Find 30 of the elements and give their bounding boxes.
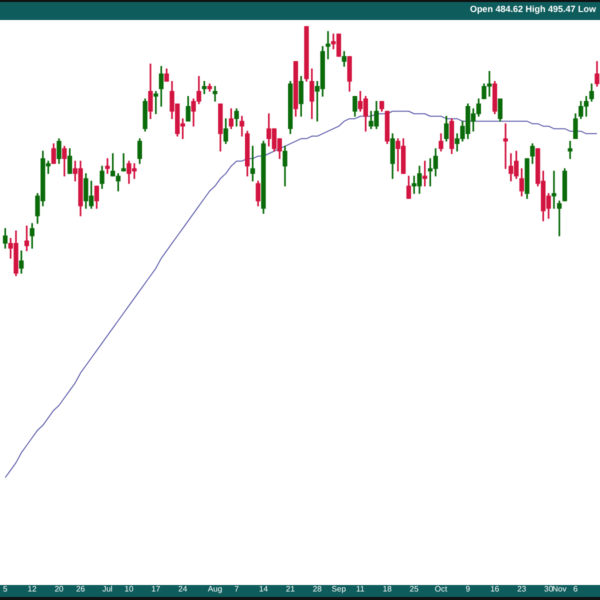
x-tick-label: Oct xyxy=(434,584,448,594)
x-tick-label: 16 xyxy=(490,584,500,594)
x-tick-label: 6 xyxy=(573,584,578,594)
x-tick-label: Jul xyxy=(102,584,113,594)
candlestick xyxy=(552,170,556,209)
x-tick-label: 21 xyxy=(286,584,296,594)
x-tick-label: 17 xyxy=(151,584,161,594)
x-tick-label: 5 xyxy=(2,584,8,594)
x-tick-label: 26 xyxy=(76,584,86,594)
x-tick-label: 24 xyxy=(178,584,188,594)
x-tick-label: 18 xyxy=(382,584,392,594)
candlestick xyxy=(105,158,110,174)
candlestick xyxy=(503,123,508,169)
x-tick-label: 25 xyxy=(410,584,420,594)
x-tick-label: Sep xyxy=(332,584,346,594)
x-tick-label: 12 xyxy=(28,584,38,594)
x-tick-label: 10 xyxy=(124,584,134,594)
x-tick-label: 23 xyxy=(517,584,527,594)
x-tick-label: 20 xyxy=(54,584,64,594)
candlestick xyxy=(212,86,218,102)
x-tick-label: Nov xyxy=(552,584,566,594)
x-tick-label: 7 xyxy=(234,584,240,594)
x-tick-label: Aug xyxy=(208,584,222,594)
x-tick-label: 14 xyxy=(259,584,268,594)
candlestick xyxy=(326,31,330,60)
x-tick-label: 28 xyxy=(312,584,322,594)
x-tick-label: 11 xyxy=(356,584,365,594)
x-tick-label: 9 xyxy=(466,584,471,594)
x-tick-label: 30 xyxy=(544,584,554,594)
header-strip: Open 484.62 High 495.47 Low xyxy=(0,0,600,20)
